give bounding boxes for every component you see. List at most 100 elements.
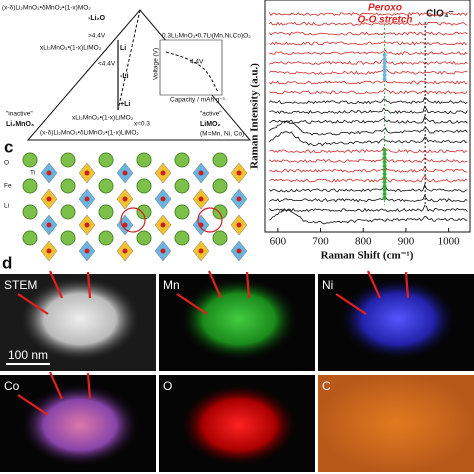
peak-marker xyxy=(382,176,387,180)
o-atom xyxy=(122,170,128,176)
o-atom xyxy=(160,222,166,228)
peak-marker xyxy=(382,69,387,73)
panel-a: (x-δ)Li₂MnO₃•δMnO₂•(1-x)MO₂ -Li₂O >4.4V … xyxy=(2,5,251,141)
o-atom xyxy=(236,170,242,176)
li-atom xyxy=(98,230,114,246)
arrow xyxy=(207,270,223,299)
label: "active" xyxy=(200,111,222,118)
o-atom xyxy=(46,248,52,254)
li-atom xyxy=(22,204,38,220)
o-atom xyxy=(122,248,128,254)
inset-box xyxy=(159,39,223,96)
spectrum xyxy=(269,21,468,26)
formula: xLi₂MnO₃•(1-x)LiMO₂ xyxy=(72,115,134,122)
spectrum xyxy=(269,105,468,115)
label: x≈0.3 xyxy=(134,121,150,128)
particle xyxy=(179,383,299,467)
spectrum xyxy=(269,183,468,193)
li-atom xyxy=(60,230,76,246)
o-atom xyxy=(84,170,90,176)
li-atom xyxy=(60,178,76,194)
peak-marker xyxy=(382,180,387,184)
peak-marker xyxy=(382,196,387,200)
crystal-structure xyxy=(22,152,248,262)
label: "inactive" xyxy=(6,111,33,118)
li-atom xyxy=(212,204,228,220)
spectrum xyxy=(269,41,468,46)
spectrum xyxy=(268,131,468,147)
formula: Li₂MnO₃ xyxy=(6,121,34,128)
label: (M=Mn, Ni, Co) xyxy=(200,131,244,138)
x-tick-label: 600 xyxy=(270,236,287,248)
spectrum xyxy=(269,59,468,66)
x-tick-label: 1000 xyxy=(438,236,461,248)
arrow xyxy=(17,293,49,315)
inset-curve xyxy=(165,51,219,93)
map-label: Ni xyxy=(322,278,333,292)
arrow xyxy=(86,271,92,299)
map-glow xyxy=(318,375,474,472)
label: Voltage (V) xyxy=(153,48,160,80)
panel-b: Raman Intensity (a.u.) Raman Shift (cm⁻¹… xyxy=(249,0,471,262)
o-atom xyxy=(46,170,52,176)
peak-marker xyxy=(382,65,387,69)
li-atom xyxy=(60,152,76,168)
arrow xyxy=(86,372,92,400)
o-atom xyxy=(46,222,52,228)
arrow xyxy=(404,271,410,299)
peak-marker xyxy=(382,192,387,196)
peak-marker xyxy=(382,148,387,152)
o-atom xyxy=(160,170,166,176)
o-atom xyxy=(198,196,204,202)
li-atom xyxy=(136,230,152,246)
li-atom xyxy=(98,178,114,194)
li-atom xyxy=(98,204,114,220)
arrow xyxy=(366,270,382,299)
particle xyxy=(20,277,140,361)
panel-c: c O Ti Fe Li xyxy=(4,137,248,262)
li-atom xyxy=(22,230,38,246)
label: O xyxy=(4,160,9,167)
map-label: Mn xyxy=(163,278,180,292)
label: -Li xyxy=(120,73,129,80)
path-line xyxy=(117,9,141,111)
li-atom xyxy=(174,204,190,220)
label: -Li₂O xyxy=(88,15,106,22)
peak-marker xyxy=(382,188,387,192)
o-atom xyxy=(236,196,242,202)
label: 4.4V xyxy=(190,59,204,66)
spectrum xyxy=(269,68,468,75)
particle xyxy=(20,383,140,467)
spectrum xyxy=(269,115,468,124)
peak-marker xyxy=(382,164,387,168)
peak-marker xyxy=(382,73,387,77)
spectrum xyxy=(269,156,468,163)
o-atom xyxy=(122,222,128,228)
spectrum xyxy=(268,31,468,36)
li-atom xyxy=(212,152,228,168)
x-tick-label: 700 xyxy=(312,236,329,248)
arrow xyxy=(176,293,208,315)
label: >4.4V xyxy=(88,33,106,40)
li-atom xyxy=(22,178,38,194)
highlight xyxy=(120,207,146,233)
li-atom xyxy=(60,204,76,220)
particle xyxy=(179,277,299,361)
map-label: Co xyxy=(4,379,20,393)
peak-marker xyxy=(382,61,387,65)
spectrum xyxy=(269,88,468,95)
y-axis-label: Raman Intensity (a.u.) xyxy=(249,63,261,169)
arrow xyxy=(48,270,64,299)
li-atom xyxy=(174,178,190,194)
o-atom xyxy=(84,196,90,202)
x-axis-label: Raman Shift (cm⁻¹) xyxy=(321,250,414,262)
map-label: STEM xyxy=(4,278,37,292)
spectrum xyxy=(269,174,468,183)
o-atom xyxy=(84,248,90,254)
arrow xyxy=(48,371,64,400)
o-atom xyxy=(160,248,166,254)
o-atom xyxy=(160,196,166,202)
peak-marker xyxy=(382,77,387,81)
o-atom xyxy=(198,170,204,176)
